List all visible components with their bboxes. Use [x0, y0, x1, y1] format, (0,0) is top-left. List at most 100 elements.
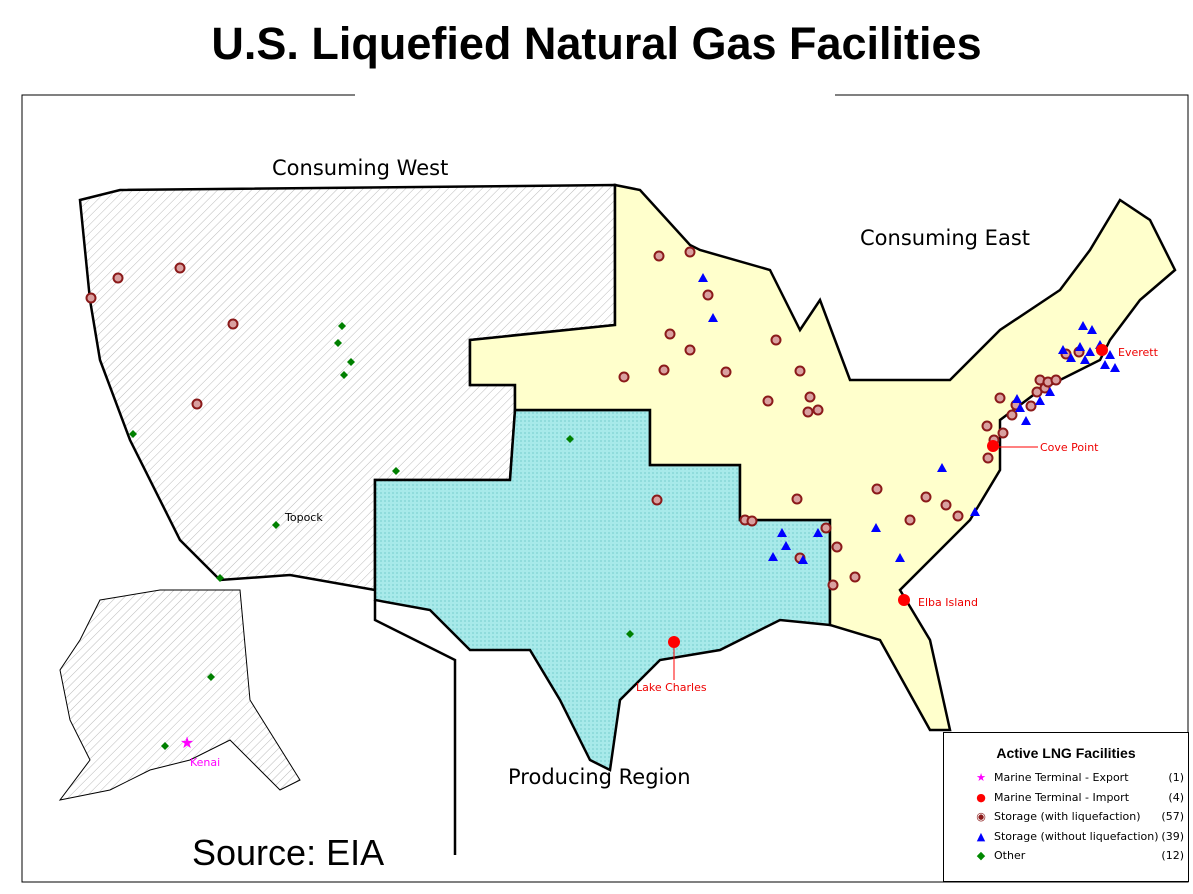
label-kenai: Kenai: [190, 756, 221, 769]
legend-count: (1): [1168, 771, 1184, 784]
storage-liquefaction-marker: [952, 510, 964, 522]
storage-liquefaction-marker: [871, 483, 883, 495]
legend-label: Other: [994, 849, 1026, 862]
source-note: Source: EIA: [192, 832, 385, 873]
storage-liquefaction-marker: [804, 391, 816, 403]
label-everett: Everett: [1118, 346, 1158, 359]
label-producing-region: Producing Region: [508, 765, 691, 789]
storage-marker: [970, 507, 980, 516]
other-marker: [392, 467, 400, 475]
label-cove-point: Cove Point: [1040, 441, 1099, 454]
region-alaska: [58, 589, 301, 801]
legend-count: (4): [1168, 790, 1184, 804]
storage-liquefaction-marker: [904, 514, 916, 526]
storage-marker: [1100, 360, 1110, 369]
legend: Active LNG Facilities ★ Marine Terminal -…: [943, 732, 1189, 882]
storage-liquefaction-marker: [1006, 409, 1018, 421]
storage-marker: [777, 528, 787, 537]
other-marker: [334, 339, 342, 347]
legend-label: Marine Terminal - Import: [994, 790, 1130, 804]
legend-item: ● Marine Terminal - Import (4): [944, 791, 1188, 811]
label-consuming-east: Consuming East: [860, 226, 1030, 250]
storage-liquefaction-marker: [684, 344, 696, 356]
storage-marker: [708, 313, 718, 322]
storage-marker: [798, 555, 808, 564]
storage-liquefaction-marker: [112, 272, 124, 284]
storage-liquefaction-marker: [658, 364, 670, 376]
storage-liquefaction-marker: [791, 493, 803, 505]
storage-liquefaction-marker: [794, 365, 806, 377]
storage-marker: [813, 528, 823, 537]
storage-liquefaction-marker: [618, 371, 630, 383]
ringed-dot-icon: ◉: [976, 810, 986, 823]
storage-marker: [1085, 347, 1095, 356]
storage-liquefaction-marker: [174, 262, 186, 274]
storage-marker: [698, 273, 708, 282]
other-marker: [216, 574, 224, 582]
storage-liquefaction-marker: [702, 289, 714, 301]
storage-marker: [1110, 363, 1120, 372]
storage-liquefaction-marker: [720, 366, 732, 378]
storage-liquefaction-marker: [827, 579, 839, 591]
storage-marker: [1105, 350, 1115, 359]
label-elba-island: Elba Island: [918, 596, 978, 609]
storage-marker: [871, 523, 881, 532]
storage-marker: [1080, 355, 1090, 364]
import-terminal-marker: [1096, 344, 1108, 356]
red-dot-icon: ●: [976, 790, 986, 804]
import-terminal-marker: [898, 594, 910, 606]
storage-liquefaction-marker: [849, 571, 861, 583]
storage-marker: [1075, 342, 1085, 351]
producing-boundary-line: [373, 600, 457, 855]
legend-item: ◆ Other (12): [944, 849, 1188, 869]
other-marker: [566, 435, 574, 443]
other-marker: [161, 742, 169, 750]
storage-marker: [1021, 416, 1031, 425]
storage-marker: [768, 552, 778, 561]
storage-liquefaction-marker: [1025, 400, 1037, 412]
legend-title: Active LNG Facilities: [996, 745, 1136, 761]
storage-liquefaction-marker: [684, 246, 696, 258]
legend-label: Marine Terminal - Export: [994, 771, 1129, 784]
storage-liquefaction-marker: [994, 392, 1006, 404]
other-marker: [626, 630, 634, 638]
other-marker: [207, 673, 215, 681]
storage-liquefaction-marker: [770, 334, 782, 346]
storage-liquefaction-marker: [664, 328, 676, 340]
label-topock: Topock: [285, 511, 323, 524]
other-marker: [338, 322, 346, 330]
storage-liquefaction-marker: [653, 250, 665, 262]
map-title: U.S. Liquefied Natural Gas Facilities: [211, 18, 982, 69]
triangle-icon: ▲: [976, 829, 986, 843]
storage-liquefaction-marker: [981, 420, 993, 432]
kenai-export-star-icon: ★: [180, 735, 194, 752]
storage-liquefaction-marker: [191, 398, 203, 410]
storage-marker: [895, 553, 905, 562]
storage-marker: [1058, 345, 1068, 354]
legend-item: ▲ Storage (without liquefaction) (39): [944, 830, 1188, 850]
legend-label: Storage (with liquefaction): [994, 810, 1141, 823]
legend-item: ◉ Storage (with liquefaction) (57): [944, 810, 1188, 830]
other-marker: [272, 521, 280, 529]
storage-liquefaction-marker: [762, 395, 774, 407]
storage-liquefaction-marker: [820, 522, 832, 534]
star-icon: ★: [976, 771, 986, 784]
other-marker: [129, 430, 137, 438]
storage-marker: [1015, 403, 1025, 412]
region-consuming-east: [468, 183, 1177, 732]
storage-liquefaction-marker: [997, 427, 1009, 439]
import-terminal-marker: [987, 440, 999, 452]
storage-marker: [1066, 353, 1076, 362]
storage-liquefaction-marker: [227, 318, 239, 330]
storage-marker: [1035, 396, 1045, 405]
storage-liquefaction-marker: [85, 292, 97, 304]
legend-item: ★ Marine Terminal - Export (1): [944, 771, 1188, 791]
label-consuming-west: Consuming West: [272, 156, 449, 180]
storage-liquefaction-marker: [802, 406, 814, 418]
legend-label: Storage (without liquefaction): [994, 829, 1159, 843]
map-frame: [21, 94, 1189, 883]
storage-liquefaction-marker: [651, 494, 663, 506]
storage-marker: [937, 463, 947, 472]
